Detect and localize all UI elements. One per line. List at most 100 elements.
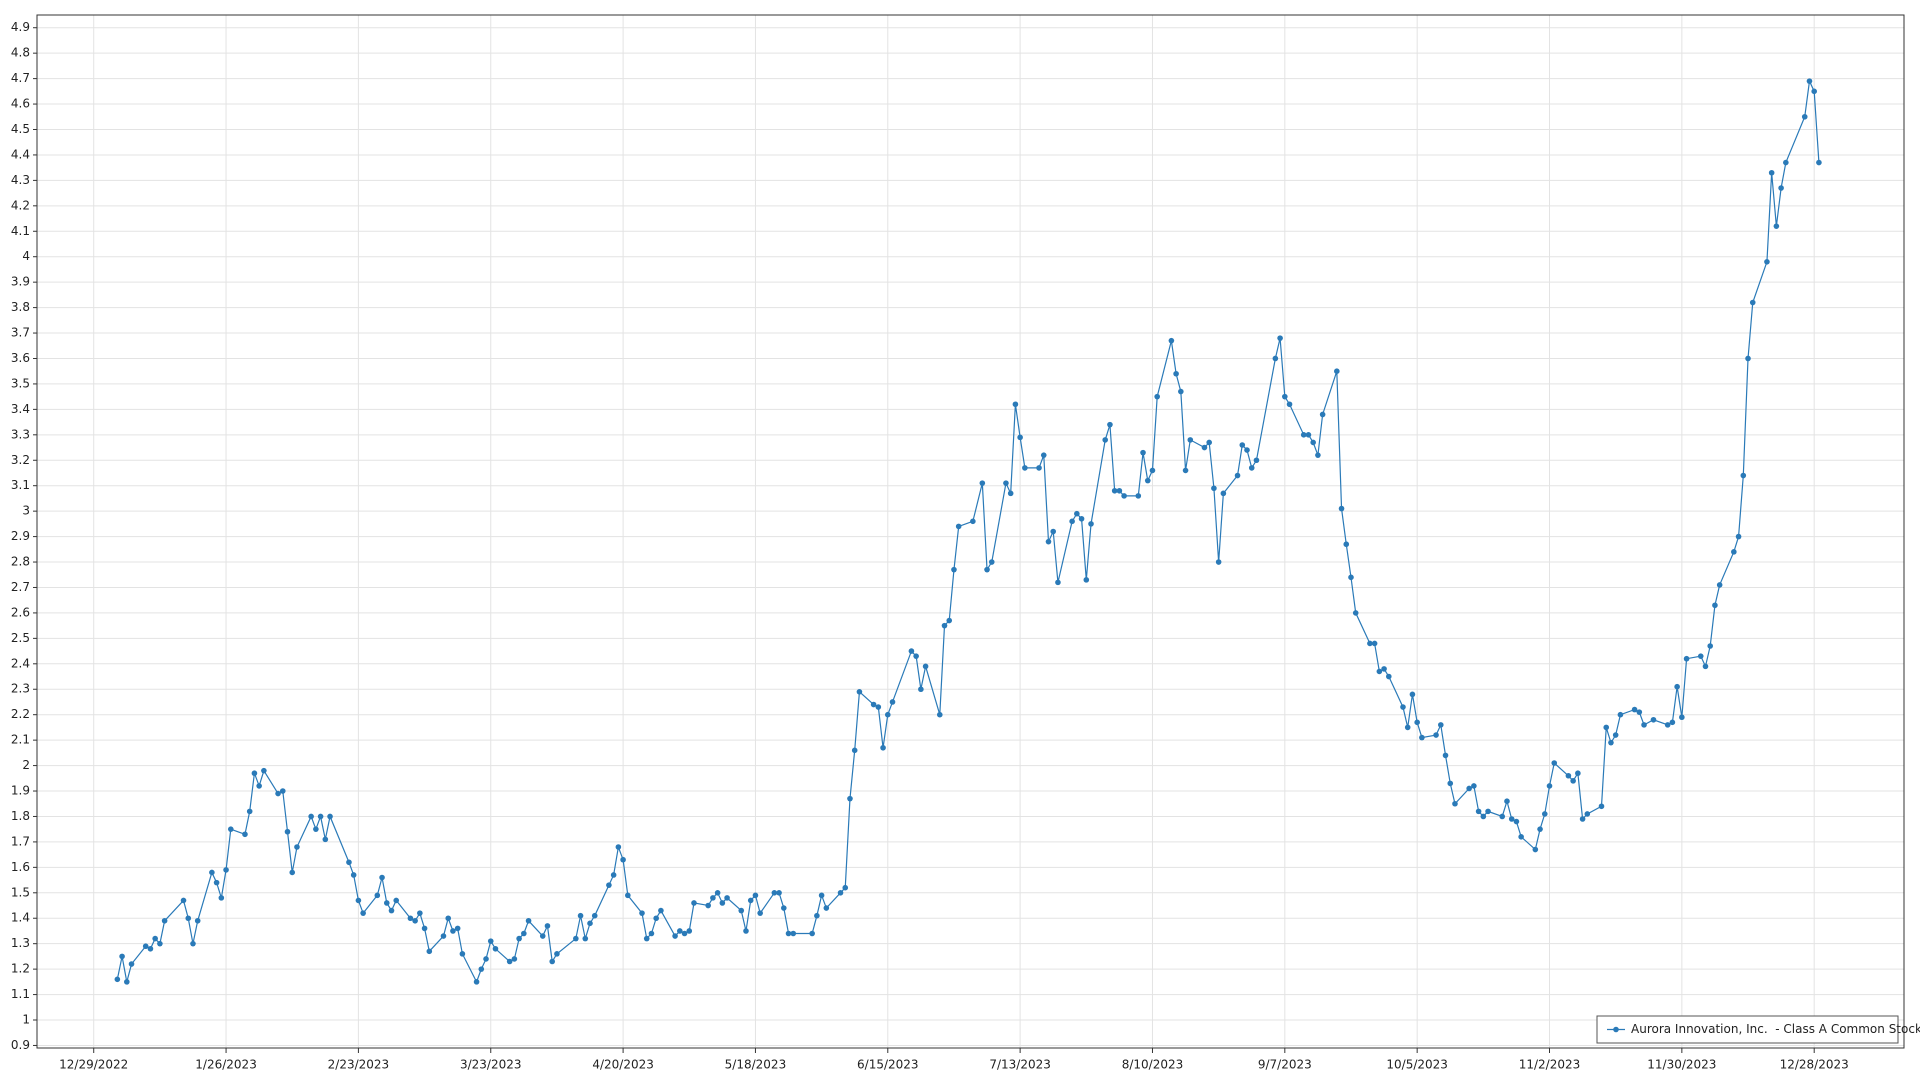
data-point — [1381, 666, 1387, 672]
data-point — [1735, 533, 1742, 540]
data-point — [1409, 691, 1416, 698]
data-point — [417, 910, 423, 916]
data-point — [1173, 370, 1179, 377]
data-point — [1121, 493, 1127, 499]
data-point — [851, 747, 858, 754]
data-point — [1003, 480, 1009, 486]
data-point — [771, 889, 778, 896]
data-point — [1537, 826, 1543, 832]
x-tick-label: 5/18/2023 — [725, 1058, 787, 1072]
data-point — [1305, 432, 1312, 438]
axes-layer: 0.9 1 1.1 1.2 1.3 1.4 1.5 1.6 1.7 1.8 1.9 2 2.1 2.2 2.… — [11, 14, 1905, 1072]
legend-box — [1596, 1015, 1899, 1044]
y-tick-label: 2.3 — [11, 682, 30, 696]
data-point — [1310, 439, 1316, 446]
data-point — [454, 925, 461, 932]
data-point — [539, 933, 546, 939]
data-point — [1102, 437, 1109, 443]
y-tick-label: 1 — [22, 1013, 30, 1027]
y-tick-label: 4.7 — [11, 71, 30, 85]
data-point — [1069, 518, 1075, 525]
data-point — [1816, 159, 1822, 166]
data-point — [908, 648, 915, 654]
data-point — [1608, 739, 1614, 746]
data-point — [1348, 574, 1354, 581]
data-point — [1083, 577, 1090, 583]
data-point — [1768, 169, 1775, 176]
data-point — [1187, 437, 1194, 443]
data-point — [790, 930, 797, 937]
data-point — [407, 915, 414, 922]
data-point — [1135, 493, 1142, 499]
y-tick-label: 1.4 — [11, 911, 30, 925]
data-point — [870, 701, 877, 708]
y-tick-label: 3.6 — [11, 351, 30, 365]
data-point — [757, 910, 763, 916]
data-point — [1234, 472, 1241, 479]
data-point — [643, 935, 650, 942]
x-tick-label: 6/15/2023 — [857, 1058, 919, 1072]
data-point — [450, 928, 456, 934]
data-point — [459, 951, 466, 957]
y-tick-label: 4.6 — [11, 97, 30, 111]
data-point — [681, 930, 688, 937]
data-point — [246, 808, 253, 815]
y-tick-label: 3.7 — [11, 326, 30, 340]
x-tick-label: 12/28/2023 — [1780, 1058, 1849, 1072]
data-point — [738, 907, 745, 914]
y-tick-label: 1.2 — [11, 962, 30, 976]
x-tick-label: 7/13/2023 — [989, 1058, 1051, 1072]
data-point — [1636, 709, 1643, 715]
data-point — [658, 907, 664, 914]
data-point — [1513, 818, 1520, 825]
data-point — [979, 480, 986, 486]
data-point — [889, 699, 896, 705]
data-point — [620, 856, 626, 863]
y-tick-label: 4.5 — [11, 122, 30, 136]
x-tick-label: 11/30/2023 — [1647, 1058, 1716, 1072]
data-point — [818, 892, 825, 899]
grid-layer — [37, 15, 1904, 1048]
data-point — [875, 704, 882, 710]
data-point — [913, 653, 919, 659]
data-point — [856, 688, 863, 695]
data-point — [1612, 732, 1619, 738]
data-point — [223, 867, 229, 873]
data-point — [1669, 719, 1676, 726]
data-point — [308, 813, 314, 820]
data-point — [1532, 846, 1539, 853]
data-point — [383, 900, 390, 906]
y-tick-label: 4.4 — [11, 147, 30, 161]
data-point — [653, 915, 659, 922]
data-point — [180, 897, 187, 904]
data-point — [1773, 223, 1780, 229]
data-point — [1499, 813, 1506, 820]
data-point — [1617, 711, 1624, 718]
data-point — [1012, 401, 1019, 408]
data-point — [1201, 444, 1208, 451]
data-point — [573, 935, 579, 942]
x-tick-label: 9/7/2023 — [1258, 1058, 1312, 1072]
data-point — [492, 945, 499, 952]
data-point — [227, 826, 234, 832]
data-point — [147, 945, 154, 952]
data-point — [639, 910, 645, 916]
data-point — [1664, 722, 1671, 728]
data-point — [1045, 538, 1052, 545]
data-point — [1078, 515, 1085, 522]
data-point — [242, 831, 248, 838]
x-tick-label: 8/10/2023 — [1122, 1058, 1184, 1072]
data-point — [544, 923, 551, 929]
data-point — [1352, 610, 1359, 616]
data-point — [360, 910, 366, 916]
data-point — [918, 686, 924, 693]
y-tick-label: 1.5 — [11, 885, 30, 899]
data-point — [1631, 706, 1638, 713]
data-point — [1282, 393, 1288, 400]
data-point — [289, 869, 296, 876]
data-point — [1745, 355, 1751, 362]
data-point — [1343, 541, 1350, 548]
data-point — [714, 889, 721, 896]
data-point — [374, 892, 381, 899]
data-point — [209, 869, 215, 876]
